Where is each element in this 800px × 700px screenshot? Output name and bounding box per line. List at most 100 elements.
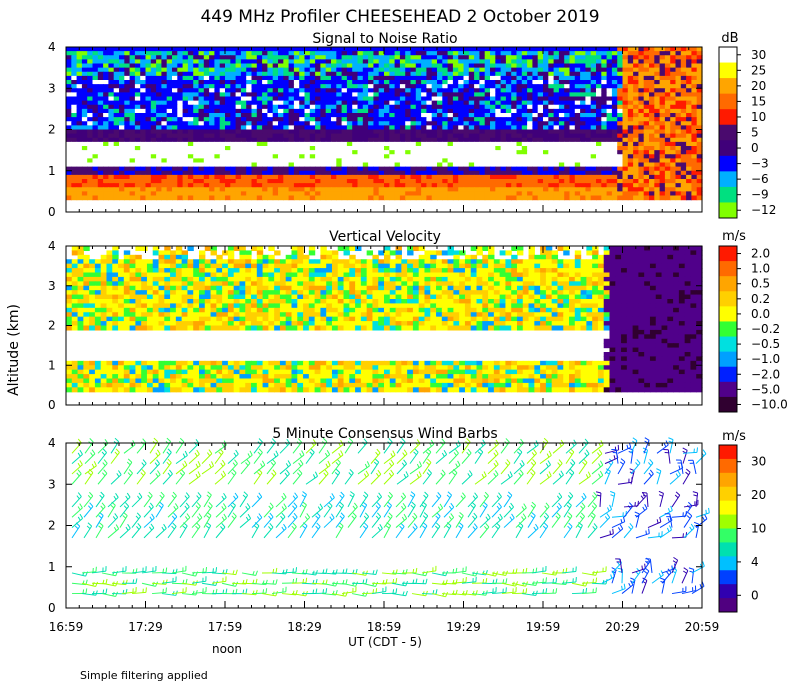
snr-cell bbox=[426, 195, 433, 201]
snr-cell bbox=[150, 183, 157, 188]
snr-cell bbox=[299, 146, 306, 151]
snr-cell bbox=[225, 179, 231, 184]
snr-cell bbox=[574, 125, 581, 131]
snr-cell bbox=[262, 179, 268, 184]
velocity-cell bbox=[384, 254, 391, 260]
snr-cell bbox=[558, 121, 565, 126]
velocity-cell bbox=[268, 259, 275, 265]
snr-cell bbox=[140, 75, 147, 81]
colorbar-label: 10 bbox=[751, 110, 766, 124]
snr-cell bbox=[696, 195, 703, 201]
snr-cell bbox=[198, 121, 205, 126]
snr-cell bbox=[187, 179, 194, 184]
snr-cell bbox=[304, 92, 311, 98]
snr-cell bbox=[548, 187, 555, 192]
snr-cell bbox=[394, 166, 401, 172]
snr-cell bbox=[527, 162, 533, 168]
colorbar-swatch bbox=[719, 124, 737, 141]
snr-cell bbox=[209, 187, 215, 192]
snr-cell bbox=[336, 59, 343, 65]
snr-cell bbox=[299, 113, 306, 118]
snr-cell bbox=[219, 96, 226, 102]
snr-cell bbox=[495, 55, 502, 60]
snr-cell bbox=[643, 137, 650, 143]
snr-cell bbox=[421, 92, 427, 98]
snr-cell bbox=[606, 96, 613, 102]
snr-cell bbox=[129, 179, 136, 184]
velocity-cell bbox=[181, 250, 189, 256]
snr-cell bbox=[103, 195, 109, 201]
snr-cell bbox=[113, 100, 120, 106]
snr-cell bbox=[124, 162, 131, 168]
snr-cell bbox=[659, 162, 666, 168]
snr-cell bbox=[240, 47, 247, 52]
snr-cell bbox=[336, 88, 343, 93]
velocity-cell bbox=[71, 259, 79, 265]
snr-cell bbox=[569, 179, 576, 184]
snr-cell bbox=[346, 113, 353, 118]
snr-cell bbox=[638, 125, 645, 131]
snr-cell bbox=[516, 191, 523, 197]
snr-cell bbox=[638, 174, 645, 180]
snr-cell bbox=[463, 154, 470, 159]
snr-cell bbox=[315, 55, 321, 60]
snr-cell bbox=[362, 55, 369, 60]
snr-cell bbox=[415, 51, 422, 56]
snr-cell bbox=[500, 170, 507, 176]
snr-cell bbox=[569, 191, 576, 197]
snr-cell bbox=[558, 146, 565, 151]
snr-cell bbox=[664, 183, 671, 188]
snr-cell bbox=[161, 80, 168, 85]
snr-cell bbox=[246, 183, 253, 188]
snr-cell bbox=[521, 158, 528, 164]
snr-cell bbox=[574, 187, 581, 192]
snr-cell bbox=[495, 154, 502, 159]
snr-cell bbox=[87, 47, 94, 52]
snr-cell bbox=[622, 170, 629, 176]
snr-cell bbox=[394, 133, 401, 139]
snr-cell bbox=[447, 96, 454, 102]
snr-cell bbox=[596, 137, 602, 143]
snr-cell bbox=[569, 51, 576, 56]
snr-cell bbox=[251, 150, 258, 155]
snr-cell bbox=[145, 133, 152, 139]
snr-cell bbox=[119, 63, 125, 69]
snr-cell bbox=[431, 92, 438, 98]
snr-cell bbox=[187, 158, 194, 164]
snr-cell bbox=[251, 96, 258, 102]
snr-cell bbox=[680, 84, 687, 89]
snr-cell bbox=[246, 179, 253, 184]
snr-cell bbox=[399, 59, 406, 65]
snr-cell bbox=[638, 141, 645, 147]
snr-cell bbox=[691, 51, 698, 56]
snr-cell bbox=[638, 84, 645, 89]
snr-cell bbox=[288, 174, 295, 180]
snr-cell bbox=[278, 113, 284, 118]
snr-cell bbox=[288, 67, 295, 73]
snr-cell bbox=[627, 183, 634, 188]
snr-cell bbox=[357, 71, 364, 77]
snr-cell bbox=[352, 146, 359, 151]
velocity-cell bbox=[580, 263, 587, 269]
snr-cell bbox=[479, 141, 486, 147]
snr-cell bbox=[134, 154, 141, 159]
snr-cell bbox=[442, 100, 449, 106]
snr-cell bbox=[113, 108, 120, 114]
snr-cell bbox=[140, 104, 147, 110]
snr-cell bbox=[336, 63, 343, 69]
snr-cell bbox=[389, 191, 396, 197]
snr-cell bbox=[590, 174, 597, 180]
snr-cell bbox=[500, 162, 507, 168]
snr-cell bbox=[548, 51, 555, 56]
snr-cell bbox=[315, 166, 321, 172]
snr-cell bbox=[410, 146, 417, 151]
snr-cell bbox=[240, 150, 247, 155]
snr-cell bbox=[235, 146, 242, 151]
snr-cell bbox=[521, 117, 528, 122]
snr-cell bbox=[225, 183, 231, 188]
snr-cell bbox=[304, 84, 311, 89]
snr-cell bbox=[585, 174, 592, 180]
velocity-cell bbox=[563, 250, 570, 256]
snr-cell bbox=[262, 80, 268, 85]
snr-cell bbox=[288, 117, 295, 122]
